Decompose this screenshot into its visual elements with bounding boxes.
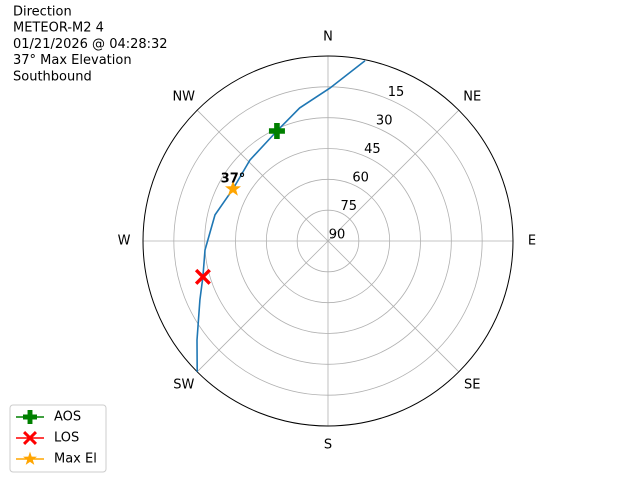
grid-spoke: [327, 109, 460, 242]
title-line: METEOR-M2 4: [13, 21, 104, 36]
theta-tick-label: S: [324, 438, 332, 453]
marker-plus: [268, 122, 285, 139]
legend-label: LOS: [54, 431, 79, 446]
legend-label: Max El: [54, 452, 97, 467]
theta-tick-label: NE: [463, 89, 481, 104]
legend: AOS LOS Max El: [9, 404, 107, 473]
r-tick-label: 30: [376, 114, 393, 129]
r-tick-label: 15: [388, 85, 405, 100]
title-line: 01/21/2026 @ 04:28:32: [13, 37, 168, 52]
theta-tick-label: SE: [464, 378, 480, 393]
track-line: [196, 60, 366, 372]
r-tick-label: 45: [364, 142, 381, 157]
theta-tick-label: N: [323, 30, 333, 45]
title-line: 37° Max Elevation: [13, 53, 132, 68]
r-tick-label: 75: [341, 199, 358, 214]
marker-star: [225, 180, 241, 196]
value-label: 37°: [221, 171, 246, 186]
r-tick-label: 60: [352, 171, 369, 186]
theta-tick-label: NW: [172, 89, 195, 104]
grid-spoke: [196, 240, 329, 373]
legend-marker: [23, 410, 37, 424]
legend-marker: [23, 431, 37, 445]
title-line: Direction: [13, 5, 72, 20]
theta-tick-label: E: [528, 234, 536, 249]
legend-label: AOS: [54, 410, 81, 425]
theta-tick-label: W: [118, 234, 131, 249]
r-tick-label: 90: [329, 228, 346, 243]
legend-marker: [23, 451, 37, 465]
title-line: Southbound: [13, 69, 92, 84]
theta-tick-label: SW: [173, 378, 194, 393]
legend-box: [9, 404, 107, 473]
grid-spoke: [327, 240, 460, 373]
grid-spoke: [196, 109, 329, 242]
outer-frame: [142, 55, 514, 427]
marker-x: [194, 268, 211, 285]
